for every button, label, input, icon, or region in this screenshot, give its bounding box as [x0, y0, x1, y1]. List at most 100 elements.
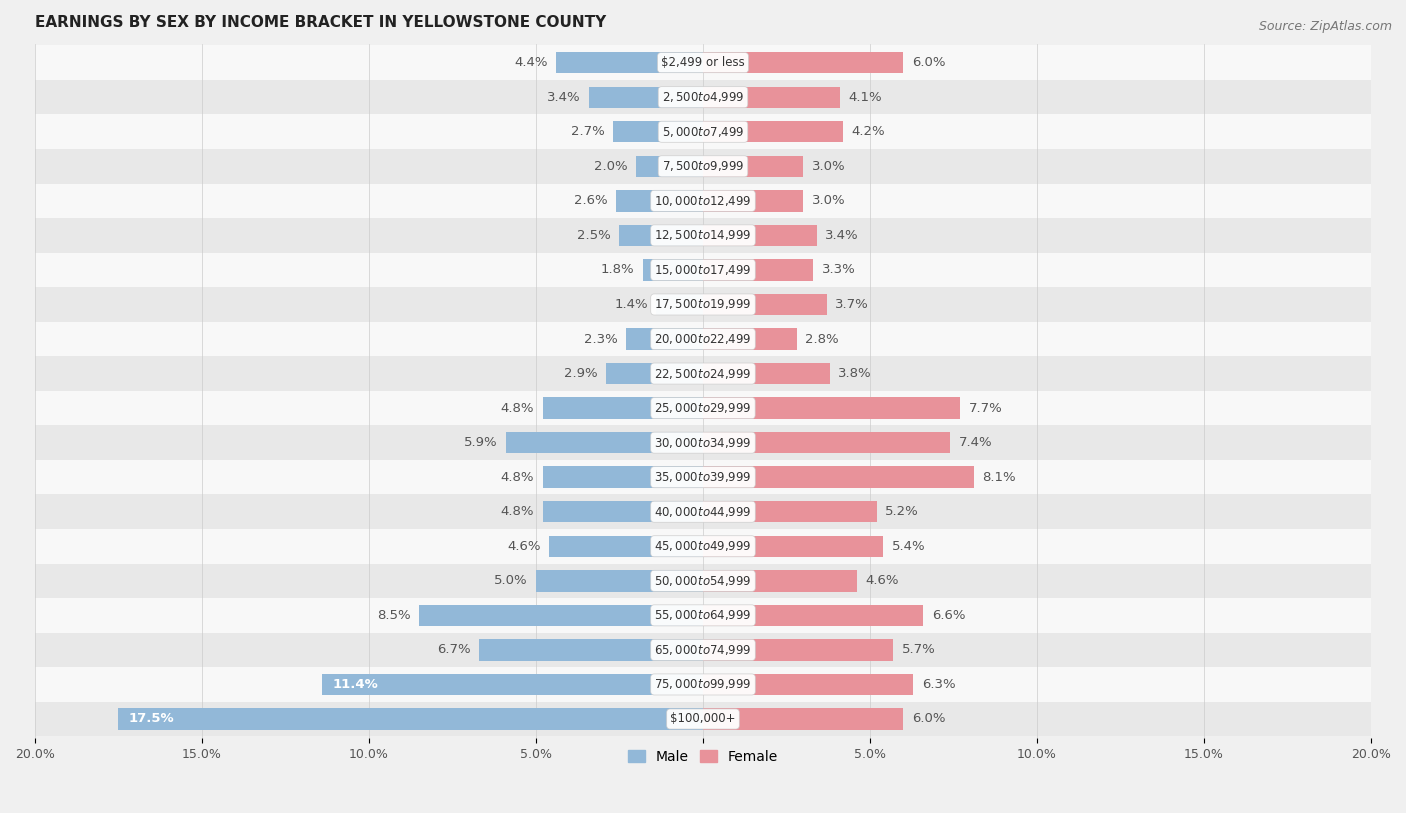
Text: 6.6%: 6.6% — [932, 609, 966, 622]
Bar — [703, 86, 839, 108]
Text: 6.0%: 6.0% — [911, 56, 945, 69]
Bar — [657, 293, 703, 315]
Text: $75,000 to $99,999: $75,000 to $99,999 — [654, 677, 752, 691]
Text: $7,500 to $9,999: $7,500 to $9,999 — [662, 159, 744, 173]
Bar — [35, 563, 1371, 598]
Bar — [703, 155, 803, 177]
Bar — [703, 639, 893, 661]
Text: $2,500 to $4,999: $2,500 to $4,999 — [662, 90, 744, 104]
Text: 4.2%: 4.2% — [852, 125, 886, 138]
Text: 3.3%: 3.3% — [821, 263, 855, 276]
Bar — [35, 218, 1371, 253]
Bar — [703, 570, 856, 592]
Bar — [703, 121, 844, 142]
Text: $12,500 to $14,999: $12,500 to $14,999 — [654, 228, 752, 242]
Text: $25,000 to $29,999: $25,000 to $29,999 — [654, 401, 752, 415]
Bar — [620, 224, 703, 246]
Text: $65,000 to $74,999: $65,000 to $74,999 — [654, 643, 752, 657]
Text: 3.0%: 3.0% — [811, 160, 845, 173]
Bar — [35, 80, 1371, 115]
Text: 8.1%: 8.1% — [981, 471, 1015, 484]
Text: 2.5%: 2.5% — [578, 229, 612, 242]
Text: $35,000 to $39,999: $35,000 to $39,999 — [654, 470, 752, 485]
Bar — [703, 363, 830, 385]
Legend: Male, Female: Male, Female — [623, 744, 783, 769]
Text: $2,499 or less: $2,499 or less — [661, 56, 745, 69]
Bar — [703, 467, 973, 488]
Bar — [703, 432, 950, 454]
Bar — [35, 322, 1371, 356]
Bar — [35, 253, 1371, 287]
Text: 4.4%: 4.4% — [515, 56, 548, 69]
Bar — [35, 425, 1371, 460]
Bar — [35, 702, 1371, 737]
Bar — [536, 570, 703, 592]
Bar — [118, 708, 703, 730]
Bar — [35, 115, 1371, 149]
Text: 2.3%: 2.3% — [583, 333, 617, 346]
Text: $5,000 to $7,499: $5,000 to $7,499 — [662, 124, 744, 139]
Bar — [703, 398, 960, 419]
Text: 3.0%: 3.0% — [811, 194, 845, 207]
Bar — [613, 121, 703, 142]
Text: 6.0%: 6.0% — [911, 712, 945, 725]
Bar — [606, 363, 703, 385]
Text: 6.7%: 6.7% — [437, 643, 471, 656]
Text: $55,000 to $64,999: $55,000 to $64,999 — [654, 608, 752, 623]
Text: 17.5%: 17.5% — [128, 712, 174, 725]
Bar — [35, 633, 1371, 667]
Bar — [35, 460, 1371, 494]
Bar — [35, 598, 1371, 633]
Text: 7.7%: 7.7% — [969, 402, 1002, 415]
Text: 4.8%: 4.8% — [501, 505, 534, 518]
Bar — [35, 391, 1371, 425]
Text: 4.6%: 4.6% — [865, 574, 898, 587]
Text: $10,000 to $12,499: $10,000 to $12,499 — [654, 193, 752, 208]
Text: 4.1%: 4.1% — [848, 91, 882, 104]
Bar — [589, 86, 703, 108]
Text: 6.3%: 6.3% — [922, 678, 956, 691]
Bar — [703, 328, 797, 350]
Text: $45,000 to $49,999: $45,000 to $49,999 — [654, 539, 752, 554]
Text: $40,000 to $44,999: $40,000 to $44,999 — [654, 505, 752, 519]
Text: 7.4%: 7.4% — [959, 436, 993, 449]
Bar — [643, 259, 703, 280]
Bar — [35, 494, 1371, 529]
Bar — [35, 184, 1371, 218]
Text: 2.0%: 2.0% — [595, 160, 628, 173]
Bar — [555, 52, 703, 73]
Bar — [506, 432, 703, 454]
Bar — [543, 398, 703, 419]
Text: 3.7%: 3.7% — [835, 298, 869, 311]
Bar — [703, 52, 904, 73]
Text: 3.8%: 3.8% — [838, 367, 872, 380]
Bar — [35, 356, 1371, 391]
Bar — [703, 224, 817, 246]
Text: $30,000 to $34,999: $30,000 to $34,999 — [654, 436, 752, 450]
Text: 5.7%: 5.7% — [901, 643, 935, 656]
Text: 4.6%: 4.6% — [508, 540, 541, 553]
Text: 2.6%: 2.6% — [574, 194, 607, 207]
Text: 8.5%: 8.5% — [377, 609, 411, 622]
Text: $50,000 to $54,999: $50,000 to $54,999 — [654, 574, 752, 588]
Text: $17,500 to $19,999: $17,500 to $19,999 — [654, 298, 752, 311]
Bar — [35, 529, 1371, 563]
Bar — [35, 149, 1371, 184]
Bar — [703, 501, 877, 523]
Text: 5.0%: 5.0% — [494, 574, 527, 587]
Bar — [35, 46, 1371, 80]
Text: 5.4%: 5.4% — [891, 540, 925, 553]
Text: $15,000 to $17,499: $15,000 to $17,499 — [654, 263, 752, 277]
Bar — [616, 190, 703, 211]
Bar — [35, 287, 1371, 322]
Text: $100,000+: $100,000+ — [671, 712, 735, 725]
Bar — [543, 467, 703, 488]
Text: 5.2%: 5.2% — [884, 505, 918, 518]
Bar — [703, 259, 813, 280]
Bar — [322, 674, 703, 695]
Bar — [703, 605, 924, 626]
Text: Source: ZipAtlas.com: Source: ZipAtlas.com — [1258, 20, 1392, 33]
Text: 11.4%: 11.4% — [332, 678, 378, 691]
Text: 5.9%: 5.9% — [464, 436, 498, 449]
Bar — [636, 155, 703, 177]
